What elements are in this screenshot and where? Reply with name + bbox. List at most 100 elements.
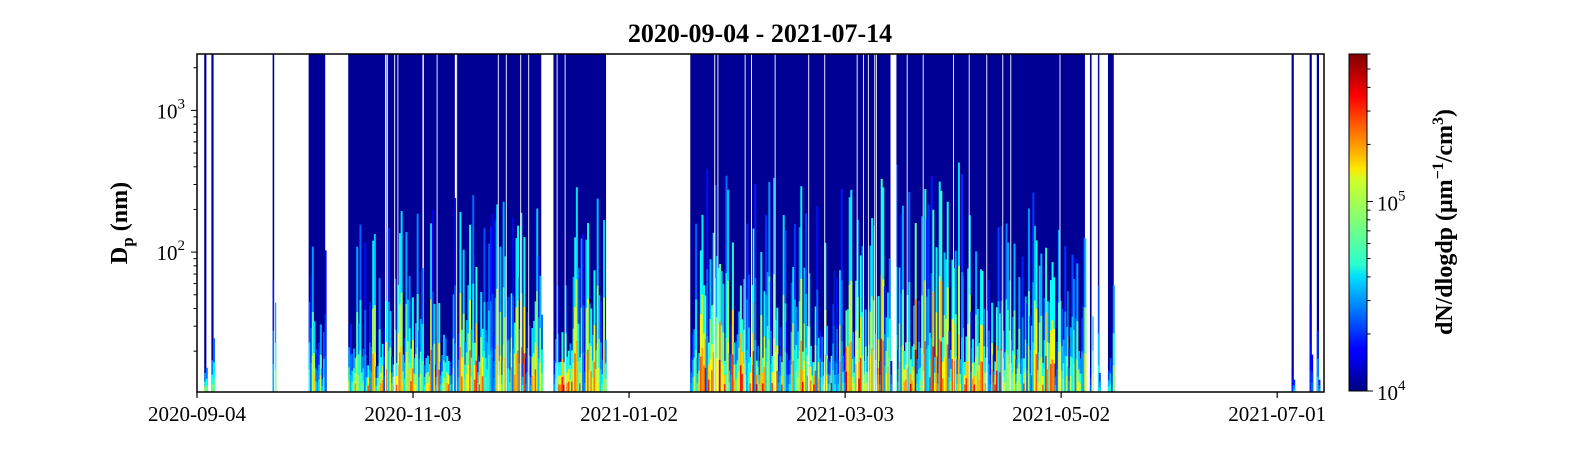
concentration-column [491, 347, 494, 392]
concentration-column [691, 377, 694, 392]
concentration-column [835, 328, 838, 392]
concentration-column [1107, 380, 1110, 392]
concentration-column [563, 384, 566, 392]
concentration-column [526, 348, 529, 392]
concentration-column [359, 350, 362, 392]
concentration-column [1010, 363, 1013, 392]
concentration-column [703, 333, 706, 392]
concentration-column [784, 351, 787, 392]
concentration-column [900, 347, 903, 392]
concentration-column [725, 337, 728, 392]
data-gap [751, 54, 752, 392]
concentration-column [483, 351, 486, 392]
concentration-column [583, 371, 586, 392]
concentration-column [781, 375, 784, 392]
concentration-column [348, 380, 351, 392]
plot-frame [196, 53, 1325, 393]
concentration-column [1076, 359, 1079, 392]
concentration-column [598, 338, 601, 392]
concentration-column [927, 288, 930, 392]
concentration-column [962, 328, 965, 392]
concentration-column [819, 358, 822, 392]
concentration-column [973, 375, 976, 392]
concentration-column [1040, 315, 1043, 392]
concentration-column [588, 369, 591, 392]
concentration-column [556, 333, 559, 392]
concentration-column [981, 361, 984, 392]
concentration-column [272, 364, 275, 392]
concentration-column [1054, 384, 1057, 392]
concentration-column [706, 336, 709, 392]
colorbar-label: dN/dlogdp (μm−1/cm3) [1430, 109, 1458, 335]
concentration-column [903, 369, 906, 392]
concentration-column [1068, 380, 1071, 392]
concentration-column [446, 372, 449, 392]
concentration-column [497, 375, 500, 392]
concentration-column [1056, 369, 1059, 392]
concentration-column [461, 376, 464, 392]
concentration-column [890, 384, 893, 392]
concentration-column [987, 330, 990, 392]
concentration-column [968, 347, 971, 392]
concentration-column [1010, 378, 1013, 392]
concentration-column [585, 353, 588, 392]
concentration-column [377, 377, 380, 392]
concentration-column [311, 355, 314, 392]
concentration-column [387, 351, 390, 392]
concentration-column [480, 367, 483, 392]
concentration-column [204, 387, 207, 392]
concentration-column [811, 384, 814, 392]
concentration-column [353, 381, 356, 392]
concentration-column [505, 369, 508, 392]
concentration-column [1074, 358, 1077, 392]
concentration-column [577, 323, 580, 392]
x-tick-label: 2021-01-02 [580, 402, 678, 426]
concentration-column [513, 374, 516, 392]
concentration-column [858, 362, 861, 392]
concentration-column [491, 293, 494, 392]
concentration-column [1059, 369, 1062, 392]
concentration-column [913, 370, 916, 392]
concentration-column [867, 344, 870, 392]
concentration-column [553, 383, 556, 392]
concentration-column [507, 368, 510, 392]
concentration-column [590, 371, 593, 392]
concentration-column [749, 372, 752, 392]
concentration-column [438, 343, 441, 392]
concentration-column [451, 384, 454, 392]
concentration-column [427, 382, 430, 392]
concentration-column [995, 345, 998, 392]
concentration-column [456, 366, 459, 392]
concentration-column [213, 378, 216, 392]
concentration-column [385, 369, 388, 392]
concentration-column [773, 338, 776, 392]
concentration-column [728, 370, 731, 392]
concentration-column [819, 376, 822, 392]
concentration-column [1043, 368, 1046, 392]
concentration-column [871, 296, 874, 392]
concentration-column [559, 384, 562, 392]
concentration-column [375, 377, 378, 392]
concentration-column [425, 383, 428, 392]
concentration-column [316, 382, 319, 392]
concentration-column [725, 273, 728, 392]
concentration-column [879, 384, 882, 392]
concentration-column [943, 357, 946, 392]
concentration-column [986, 371, 989, 392]
concentration-column [378, 329, 381, 392]
concentration-column [832, 370, 835, 392]
concentration-column [357, 354, 360, 392]
concentration-column [895, 335, 898, 392]
concentration-column [695, 299, 698, 392]
chart-title: 2020-09-04 - 2021-07-14 [628, 19, 892, 48]
concentration-column [481, 357, 484, 392]
concentration-column [1045, 355, 1048, 392]
concentration-column [362, 368, 365, 392]
concentration-column [938, 276, 941, 392]
concentration-column [323, 376, 326, 392]
concentration-column [391, 372, 394, 392]
concentration-column [1309, 344, 1312, 392]
concentration-column [995, 370, 998, 392]
concentration-column [880, 338, 883, 392]
